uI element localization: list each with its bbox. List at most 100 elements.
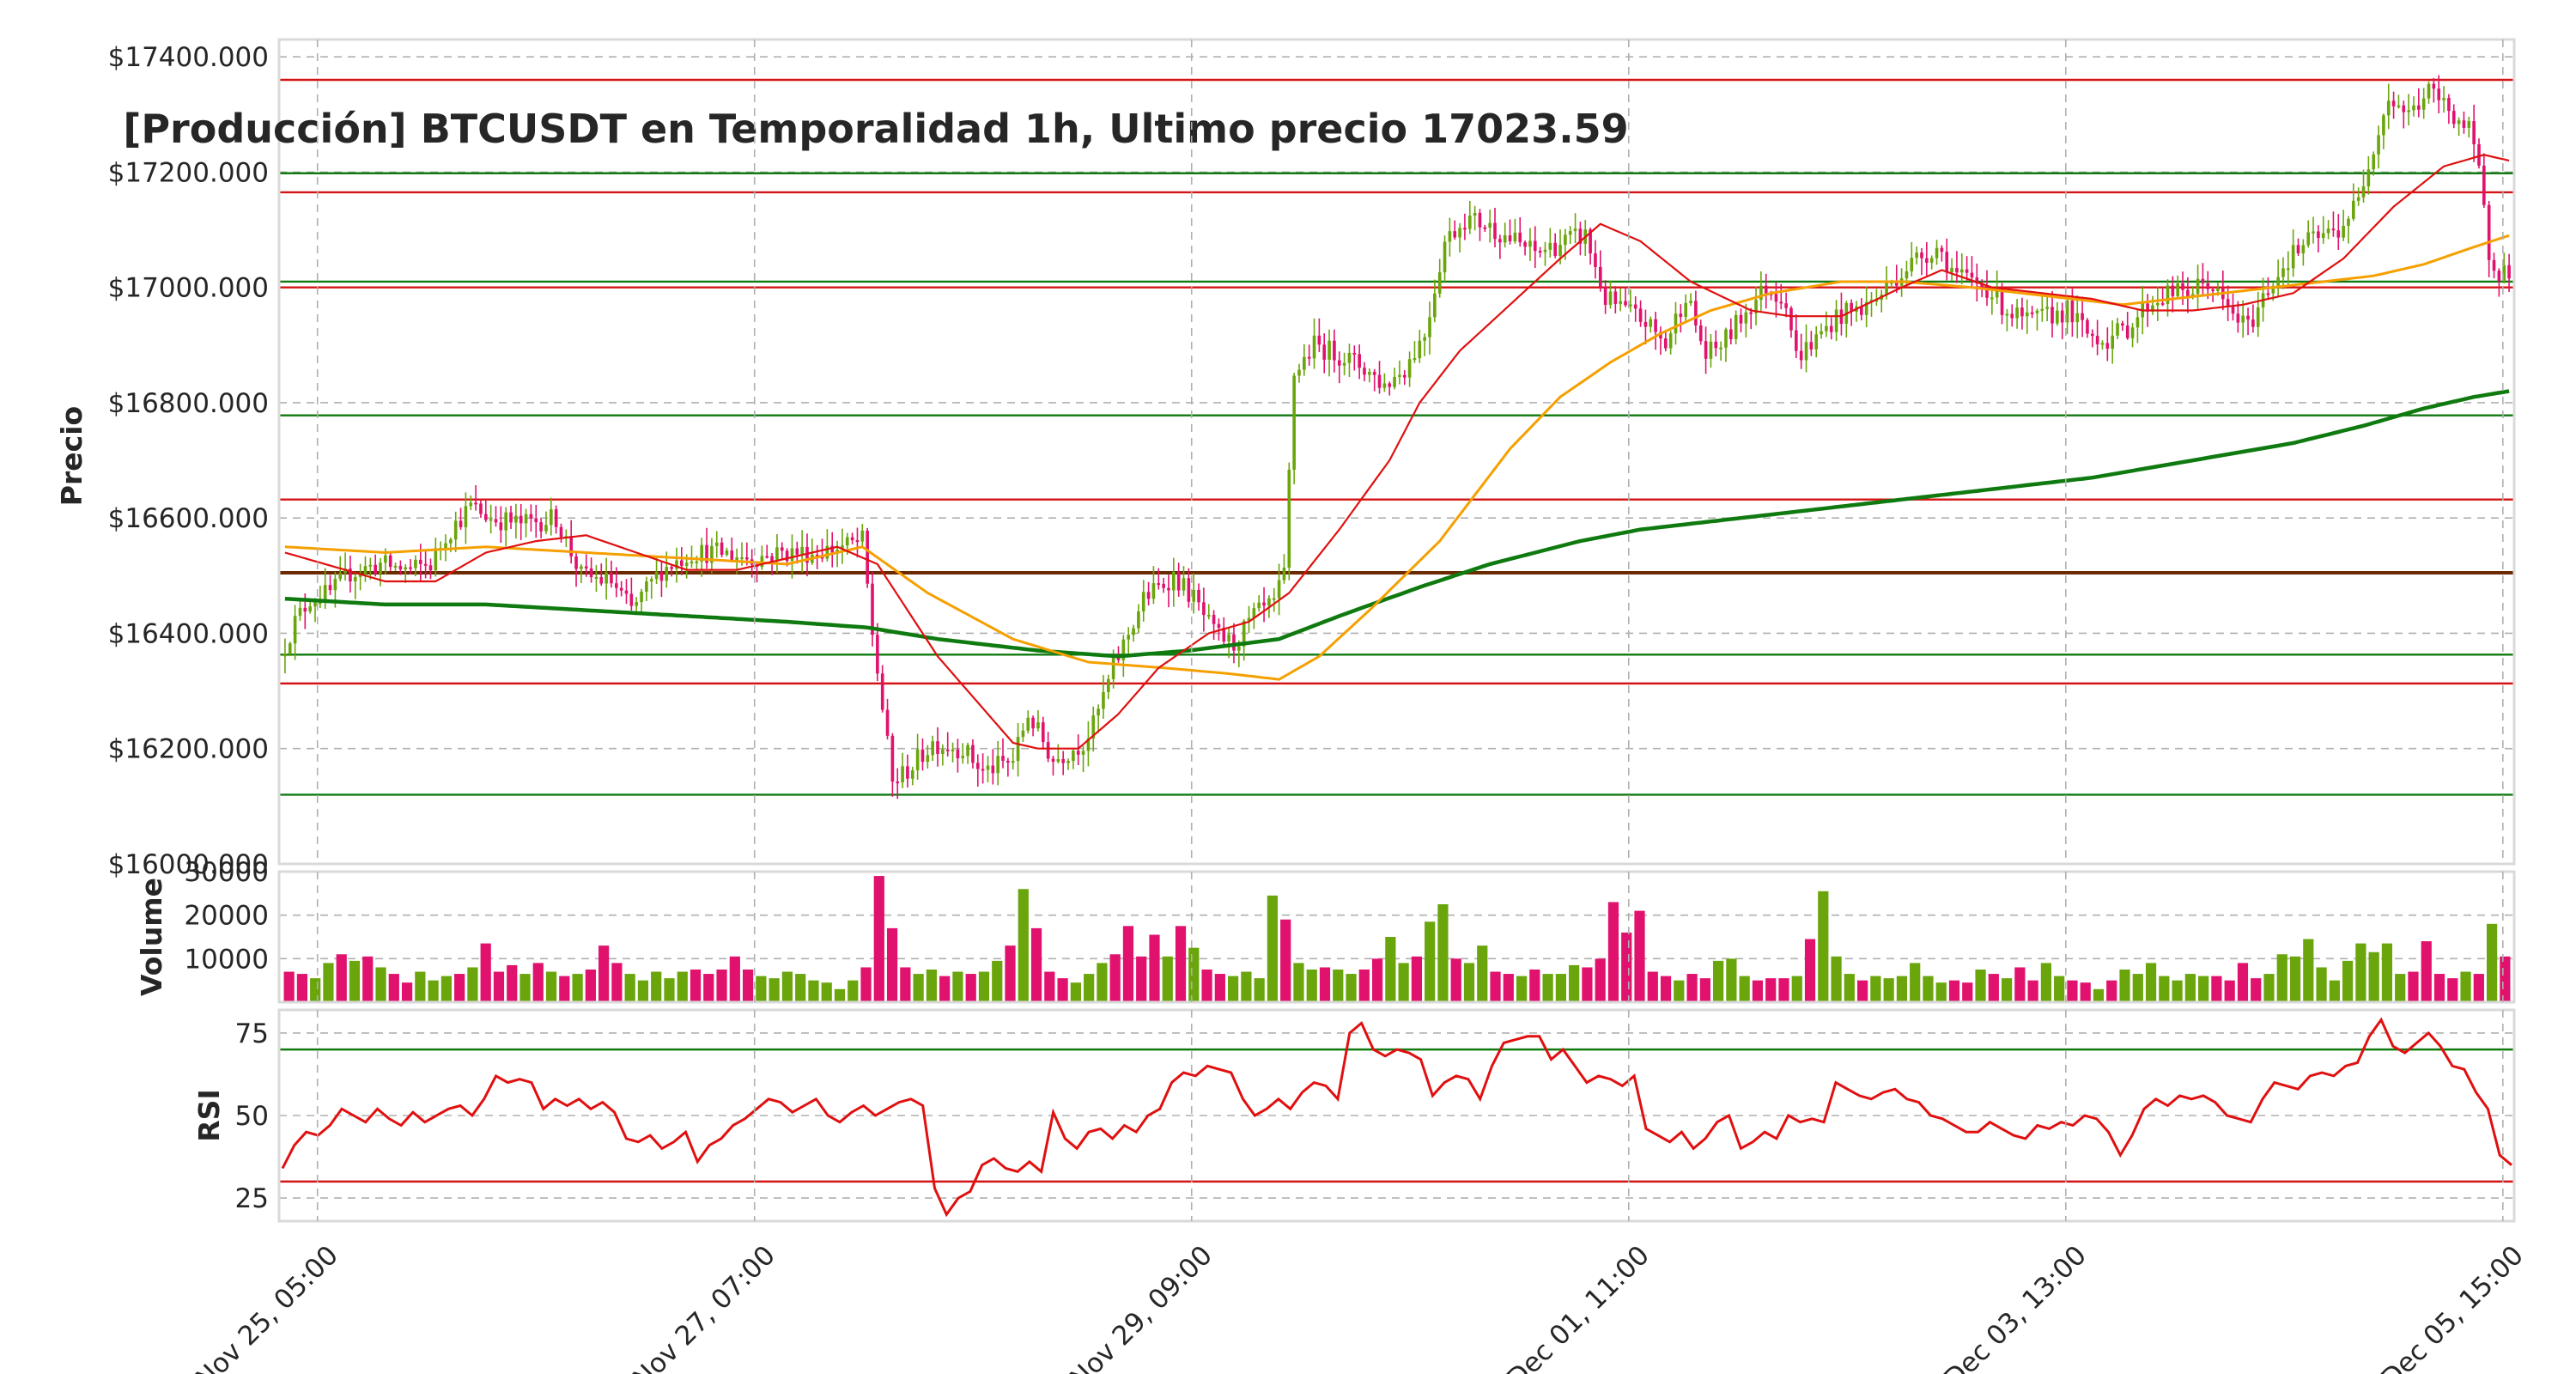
candle-body <box>1654 319 1657 332</box>
candle-body <box>1744 312 1748 324</box>
candle-body <box>1995 288 1999 298</box>
candle-body <box>1674 313 1678 334</box>
candle-body <box>1026 717 1030 731</box>
candle-body <box>1564 234 1567 246</box>
candle-body <box>1659 331 1662 339</box>
candle-body <box>2111 335 2114 350</box>
candle-body <box>780 547 784 551</box>
candle-body <box>1157 583 1161 586</box>
candle-body <box>2075 313 2080 323</box>
candle-body <box>2377 135 2380 155</box>
candle-body <box>2030 312 2034 314</box>
candle-body <box>1132 628 1135 635</box>
candle-body <box>2155 302 2160 306</box>
volume-bar <box>1818 891 1829 1002</box>
candle-body <box>1102 691 1105 709</box>
volume-bar <box>1595 958 1606 1002</box>
candle-body <box>649 579 653 582</box>
volume-bar <box>1175 926 1187 1002</box>
volume-bar <box>2040 963 2052 1002</box>
candle-body <box>1046 742 1050 759</box>
candle-body <box>2090 333 2094 337</box>
candle-body <box>2216 288 2220 291</box>
candle-body <box>845 537 849 546</box>
candle-body <box>2321 233 2325 239</box>
candle-body <box>404 567 408 570</box>
candle-body <box>1072 751 1075 762</box>
candle-body <box>1277 580 1281 599</box>
price-ylabel: Precio <box>55 406 88 506</box>
candle-body <box>2020 307 2024 317</box>
candle-body <box>2457 120 2461 125</box>
volume-bar <box>507 964 518 1002</box>
candle-body <box>2045 307 2049 309</box>
candle-body <box>945 749 950 751</box>
volume-bar <box>1529 970 1540 1002</box>
candle-body <box>384 555 387 563</box>
candle-body <box>1076 751 1080 755</box>
candle-body <box>1874 300 1879 302</box>
candle-body <box>2366 169 2371 187</box>
volume-bar <box>1149 934 1160 1002</box>
candle-body <box>855 540 860 543</box>
candle-body <box>1940 247 1944 252</box>
candle-body <box>1503 235 1507 243</box>
candle-body <box>1668 333 1673 349</box>
rsi-line <box>281 1017 2512 1218</box>
volume-bar <box>1070 982 1081 1002</box>
volume-bar <box>1425 921 1436 1002</box>
candle-body <box>931 741 934 756</box>
candle-body <box>1377 374 1382 388</box>
candle-body <box>956 749 960 759</box>
volume-bar <box>729 956 740 1002</box>
candle-body <box>2502 264 2506 282</box>
candle-body <box>1739 314 1743 324</box>
candle-body <box>2291 245 2295 269</box>
volume-bar <box>1607 902 1619 1002</box>
candle-body <box>1036 722 1040 729</box>
volume-bar <box>362 956 374 1002</box>
price-tick-label: $16400.000 <box>108 618 269 649</box>
candle-body <box>1056 758 1060 763</box>
price-tick-label: $16000.000 <box>108 849 269 880</box>
volume-bar <box>1293 963 1304 1002</box>
candle-body <box>2160 302 2165 305</box>
volume-bar <box>2329 980 2340 1002</box>
volume-bar <box>1752 980 1764 1002</box>
candle-body <box>1568 231 1572 235</box>
candle-body <box>418 559 422 564</box>
volume-bar <box>2421 941 2432 1002</box>
candle-body <box>2326 228 2330 234</box>
candle-body <box>2236 313 2240 323</box>
candle-body <box>1929 258 1934 263</box>
candle-body <box>1624 301 1627 306</box>
volume-bar <box>2500 956 2511 1002</box>
volume-bar <box>388 974 399 1002</box>
volume-bar <box>2224 980 2235 1002</box>
volume-bar <box>716 970 727 1002</box>
volume-bar <box>1267 895 1279 1002</box>
candle-body <box>2050 307 2054 324</box>
candle-body <box>559 526 563 538</box>
candle-body <box>379 562 382 575</box>
candle-body <box>2336 230 2341 238</box>
candle-body <box>504 512 507 531</box>
candle-body <box>1307 356 1311 359</box>
candle-body <box>1629 304 1632 307</box>
candle-body <box>2342 225 2345 238</box>
candle-body <box>2010 313 2014 319</box>
candle-body <box>610 572 613 584</box>
volume-bar <box>519 974 531 1002</box>
candle-body <box>1232 634 1236 651</box>
volume-tick-label: 10000 <box>184 944 269 975</box>
candle-body <box>690 561 694 563</box>
candle-body <box>2312 231 2315 234</box>
candle-body <box>474 502 477 505</box>
candle-body <box>358 574 362 577</box>
volume-tick-labels: 10000 20000 30000 <box>184 857 269 975</box>
candle-body <box>1081 751 1085 755</box>
price-panel: $16000.000 $16200.000 $16400.000 $16600.000… <box>55 38 2516 880</box>
candle-body <box>534 518 538 523</box>
candle-body <box>1382 383 1387 388</box>
volume-bar <box>2093 988 2105 1002</box>
